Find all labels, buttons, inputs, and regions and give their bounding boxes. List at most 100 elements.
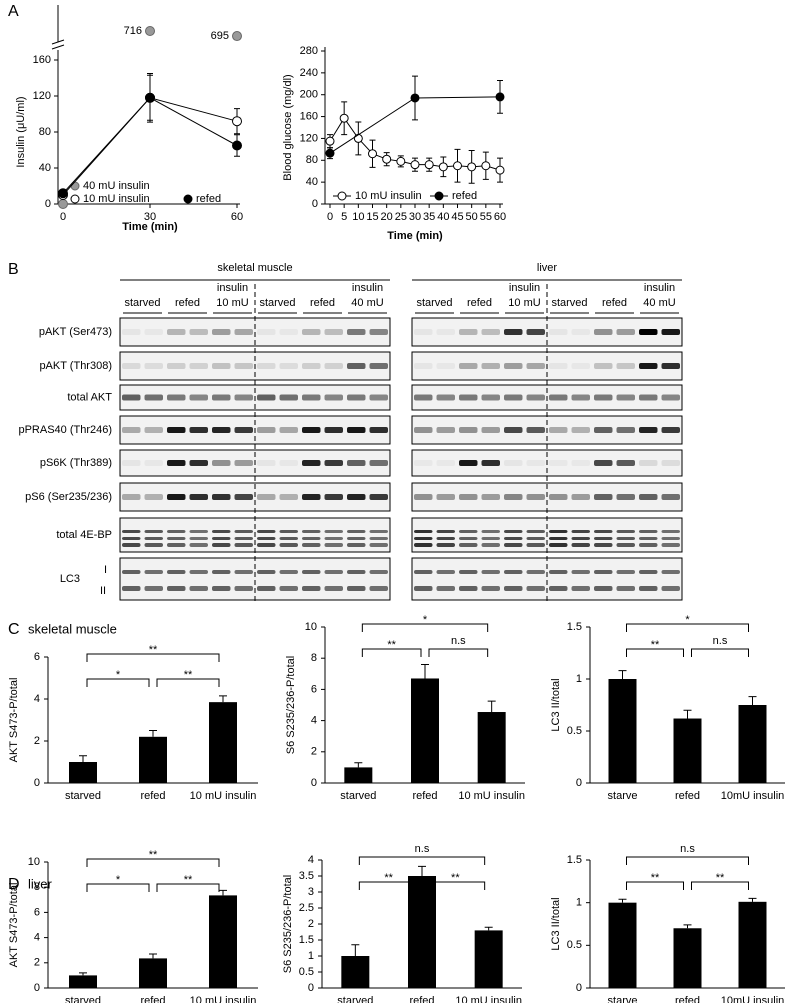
blot-band [212, 394, 231, 401]
blot-band [302, 537, 321, 540]
blot-band [661, 363, 680, 369]
y-tick-label: 0 [308, 982, 314, 994]
blot-band [279, 543, 298, 547]
blot-band [347, 494, 366, 500]
data-point [232, 116, 242, 127]
blot-band [481, 543, 500, 547]
blot-band [504, 394, 523, 401]
blot-band [594, 394, 613, 401]
blot-band [324, 460, 343, 466]
blot-band [436, 427, 455, 433]
x-tick-label: 45 [451, 211, 463, 223]
error-bar [748, 897, 757, 902]
significance-bracket [361, 623, 489, 632]
x-tick-label: starved [340, 790, 376, 802]
y-tick-label: 0.5 [567, 725, 582, 737]
data-point [145, 26, 155, 36]
y-tick-label: 10 [305, 621, 317, 633]
blot-band [549, 543, 568, 547]
y-tick-label: 120 [33, 90, 51, 102]
blot-band [212, 530, 231, 533]
blot-band [122, 394, 141, 401]
blot-band [661, 543, 680, 547]
significance-label: ** [384, 872, 393, 884]
y-axis-label: AKT S473-P/total [8, 883, 20, 968]
data-point [467, 162, 477, 172]
data-point [325, 148, 335, 158]
blot-band [302, 586, 321, 591]
x-tick-label: starve [608, 995, 638, 1003]
y-tick-label: 2 [308, 918, 314, 930]
blot-band [526, 460, 545, 466]
blot-band [324, 427, 343, 433]
y-tick-label: 4 [311, 715, 317, 727]
axis-break [51, 39, 65, 50]
data-point [232, 31, 242, 42]
blot-band [571, 329, 590, 335]
blot-band [347, 543, 366, 547]
blot-band [234, 543, 253, 547]
significance-bracket [86, 883, 150, 892]
blot-band [504, 543, 523, 547]
blot-band [661, 494, 680, 500]
blot-band [212, 537, 231, 540]
blot-band [257, 530, 276, 533]
x-tick-label: 10 mU insulin [190, 995, 257, 1003]
data-point [481, 161, 491, 171]
blot-band [549, 530, 568, 533]
x-tick-label: starve [608, 790, 638, 802]
bar [139, 736, 167, 783]
blot-band [414, 543, 433, 547]
blot-band [167, 363, 186, 369]
blot-band [594, 427, 613, 433]
blot-band [369, 394, 388, 401]
significance-bracket [626, 856, 749, 865]
blot-band [459, 329, 478, 335]
blot-band [459, 363, 478, 369]
lc3-form: I [104, 564, 107, 576]
data-label: 695 [211, 30, 229, 42]
error-bar [149, 730, 157, 737]
error-bar [219, 695, 227, 703]
y-tick-label: 240 [300, 67, 318, 79]
y-tick-label: 6 [311, 683, 317, 695]
y-axis-label: LC3 II/total [550, 897, 562, 950]
x-tick-label: 10 mU insulin [458, 790, 525, 802]
blot-band [257, 586, 276, 591]
blot-band [369, 427, 388, 433]
blot-band [616, 586, 635, 591]
blot-band [347, 363, 366, 369]
bar [608, 902, 637, 988]
blot-band [526, 586, 545, 591]
blot-band [369, 460, 388, 466]
blot-row-label: pAKT (Thr308) [39, 360, 112, 372]
y-axis-label: S6 S235/236-P/total [282, 875, 294, 973]
x-tick-label: 10 mU insulin [455, 995, 522, 1003]
legend-marker [337, 191, 347, 201]
bar [69, 762, 97, 783]
blot-band [504, 537, 523, 540]
blot-band [167, 460, 186, 466]
blot-band [347, 329, 366, 335]
blot-band [436, 394, 455, 401]
data-point [382, 154, 392, 164]
blot-band [504, 460, 523, 466]
y-tick-label: 6 [34, 651, 40, 663]
blot-band [639, 570, 658, 574]
blot-band [257, 460, 276, 466]
blot-band [167, 586, 186, 591]
blot-band [234, 394, 253, 401]
blot-band [661, 537, 680, 540]
blot-band [459, 460, 478, 466]
y-tick-label: 40 [39, 162, 51, 174]
y-axis-label: Blood glucose (mg/dl) [282, 74, 294, 180]
x-tick-label: 50 [466, 211, 478, 223]
blot-band [549, 537, 568, 540]
blot-title: liver [537, 262, 558, 274]
panel-label: A [8, 3, 19, 20]
lane-group-label: refed [602, 297, 627, 309]
blot-band [369, 570, 388, 574]
significance-label: ** [149, 644, 158, 656]
blot-band [481, 363, 500, 369]
blot-band [302, 530, 321, 533]
